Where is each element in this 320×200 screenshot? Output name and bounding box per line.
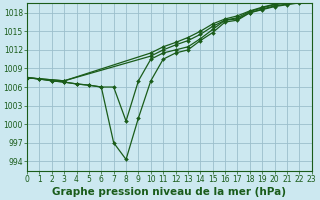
X-axis label: Graphe pression niveau de la mer (hPa): Graphe pression niveau de la mer (hPa) <box>52 187 286 197</box>
